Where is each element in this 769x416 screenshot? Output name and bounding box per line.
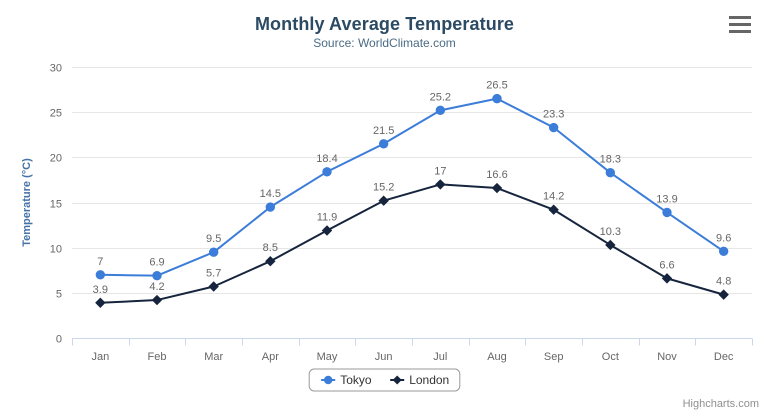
legend-label: Tokyo: [340, 373, 372, 387]
data-point-marker[interactable]: [435, 179, 446, 190]
legend-marker: [392, 375, 402, 385]
data-label: 21.5: [373, 125, 394, 137]
x-axis-tick-label: Mar: [204, 351, 223, 363]
x-axis-tick-label: Apr: [262, 351, 279, 363]
data-label: 9.6: [716, 232, 731, 244]
data-point-marker[interactable]: [152, 270, 162, 281]
legend-marker: [324, 375, 333, 385]
data-point-marker[interactable]: [718, 289, 729, 300]
x-axis-tick-label: Oct: [602, 351, 619, 363]
data-label: 4.2: [149, 281, 164, 293]
data-label: 23.3: [543, 109, 564, 121]
data-label: 26.5: [486, 80, 507, 92]
legend-label: London: [409, 373, 449, 387]
data-point-marker[interactable]: [95, 270, 106, 280]
data-label: 18.4: [316, 153, 337, 165]
y-axis-tick-label: 30: [50, 63, 62, 75]
data-label: 11.9: [317, 212, 338, 224]
data-point-marker[interactable]: [662, 207, 672, 218]
data-point-marker[interactable]: [435, 105, 446, 116]
chart-title: Monthly Average Temperature: [254, 14, 515, 34]
data-label: 16.6: [486, 169, 507, 181]
legend-box: [308, 368, 461, 392]
data-label: 8.5: [263, 242, 278, 254]
credits-link[interactable]: Highcharts.com: [682, 398, 759, 410]
data-point-marker[interactable]: [491, 182, 503, 194]
data-point-marker[interactable]: [208, 247, 219, 257]
x-axis-tick-label: May: [317, 351, 338, 363]
x-axis-tick-label: Sep: [544, 351, 564, 363]
y-axis-tick-label: 0: [56, 334, 62, 346]
data-point-marker[interactable]: [208, 281, 219, 292]
data-label: 13.9: [656, 193, 677, 205]
data-point-marker[interactable]: [548, 204, 559, 215]
series-line-tokyo[interactable]: [99, 97, 725, 277]
legend-group[interactable]: Tokyo London: [308, 368, 461, 392]
data-label: 6.6: [659, 259, 674, 271]
data-point-marker[interactable]: [322, 167, 332, 177]
data-point-marker[interactable]: [605, 167, 616, 178]
data-label: 14.5: [260, 188, 281, 200]
legend-item-london[interactable]: London: [390, 373, 449, 387]
data-label: 18.3: [600, 154, 621, 166]
menu-bar-2: [729, 23, 751, 26]
data-label: 15.2: [373, 182, 394, 194]
data-point-marker[interactable]: [378, 195, 389, 206]
data-label: 25.2: [430, 91, 451, 103]
data-point-marker[interactable]: [265, 202, 276, 212]
data-point-marker[interactable]: [492, 93, 502, 104]
x-axis-tick-label: Jun: [375, 351, 393, 363]
data-label: 6.9: [149, 257, 164, 269]
data-label: 14.2: [543, 191, 564, 203]
series-group: [95, 93, 729, 308]
data-label: 4.8: [716, 276, 731, 288]
y-axis-tick-label: 10: [50, 244, 62, 256]
gridlines-group: [72, 67, 752, 294]
data-point-marker[interactable]: [321, 225, 333, 236]
data-label: 10.3: [600, 226, 621, 238]
data-point-marker[interactable]: [548, 122, 559, 133]
x-axis-tick-label: Feb: [148, 351, 167, 363]
data-point-marker[interactable]: [265, 256, 276, 267]
menu-bar-3: [729, 30, 751, 33]
x-axis-tick-label: Nov: [657, 351, 677, 363]
y-axis-tick-label: 20: [50, 153, 62, 165]
legend-item-tokyo[interactable]: Tokyo: [321, 373, 372, 387]
x-axis-tick-label: Jul: [433, 351, 447, 363]
data-point-marker[interactable]: [605, 239, 616, 251]
x-axis-tick-label: Aug: [487, 351, 507, 363]
data-label: 3.9: [93, 284, 108, 296]
data-labels-group: 7 6.9 9.5 14.5 18.4 21.5 25.2 26.5 23.3 18.3 13.9 9…: [93, 80, 732, 296]
y-axis-title: Temperature (°C): [21, 158, 33, 247]
data-point-marker[interactable]: [378, 139, 389, 149]
x-axis-group: Jan Feb Mar Apr May Jun Jul Aug Sep Oct Nov Dec: [72, 338, 753, 363]
data-point-marker[interactable]: [718, 246, 729, 256]
y-axis-tick-label: 25: [50, 108, 62, 120]
y-axis-tick-label: 15: [50, 199, 62, 211]
data-label: 17: [434, 165, 446, 177]
x-axis-tick-label: Jan: [91, 351, 109, 363]
x-axis-tick-label: Dec: [714, 351, 734, 363]
data-label: 7: [97, 256, 103, 268]
data-point-marker[interactable]: [661, 273, 673, 284]
y-axis-tick-label: 5: [56, 289, 62, 301]
data-point-marker[interactable]: [151, 294, 163, 306]
data-label: 9.5: [206, 233, 221, 245]
menu-bar-1: [729, 16, 751, 19]
data-label: 5.7: [206, 268, 221, 280]
data-point-marker[interactable]: [95, 297, 106, 308]
y-axis-group: 0 5 10 15 20 25 30 Temperature (°C): [21, 63, 62, 346]
chart-subtitle: Source: WorldClimate.com: [313, 36, 456, 50]
series-line-london[interactable]: [99, 183, 725, 304]
hamburger-menu-icon[interactable]: [729, 16, 751, 34]
